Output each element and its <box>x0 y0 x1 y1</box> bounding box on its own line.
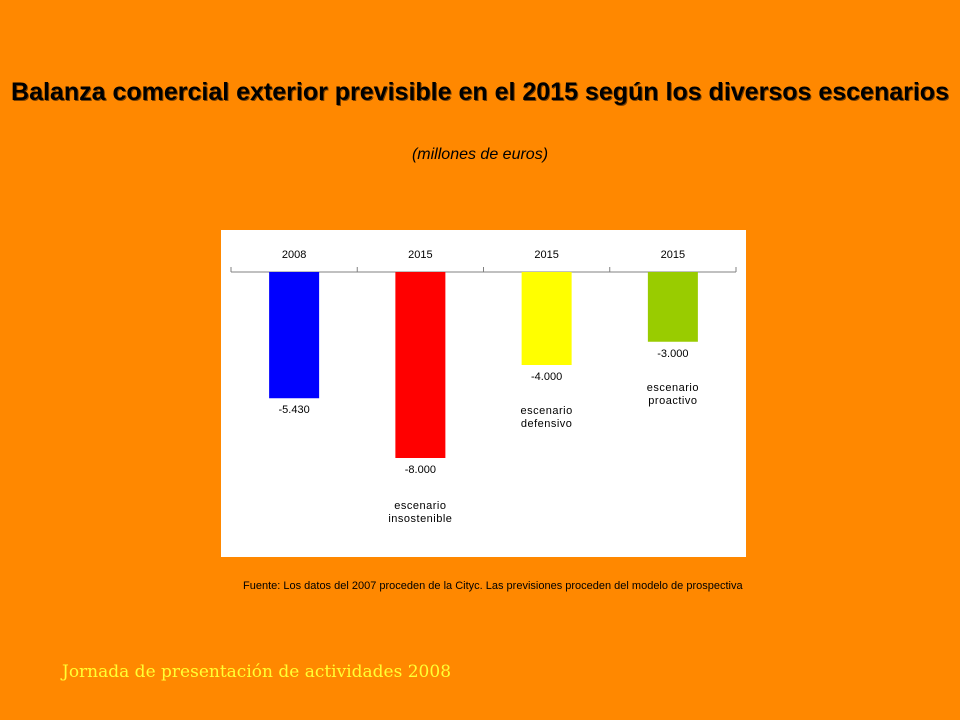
bar <box>395 272 446 458</box>
source-note: Fuente: Los datos del 2007 proceden de l… <box>243 580 743 592</box>
scenario-annotation: escenario <box>394 500 446 512</box>
data-label: -3.000 <box>657 348 688 360</box>
category-label: 2008 <box>282 249 306 261</box>
scenario-annotation: defensivo <box>521 418 573 430</box>
bar <box>269 272 320 399</box>
bar <box>647 272 698 342</box>
data-label: -8.000 <box>405 464 436 476</box>
category-label: 2015 <box>661 249 685 261</box>
chart-area: 2008 -5.430 2015 -8.000 escenario insostenibl… <box>221 230 746 557</box>
data-label: -5.430 <box>279 404 310 416</box>
chart-title: Balanza comercial exterior previsible en… <box>11 78 949 106</box>
category-label: 2015 <box>534 249 558 261</box>
scenario-annotation: escenario <box>521 405 573 417</box>
chart-subtitle: (millones de euros) <box>411 146 549 163</box>
bar <box>521 272 572 365</box>
category-label: 2015 <box>408 249 432 261</box>
scenario-annotation: proactivo <box>648 395 697 407</box>
bar-chart: 2008-5.4302015-8.000escenarioinsostenibl… <box>230 249 737 525</box>
footer-text: Jornada de presentación de actividades 2… <box>62 662 452 682</box>
data-label: -4.000 <box>531 371 562 383</box>
scenario-annotation: insostenible <box>388 513 452 525</box>
scenario-annotation: escenario <box>647 382 699 394</box>
